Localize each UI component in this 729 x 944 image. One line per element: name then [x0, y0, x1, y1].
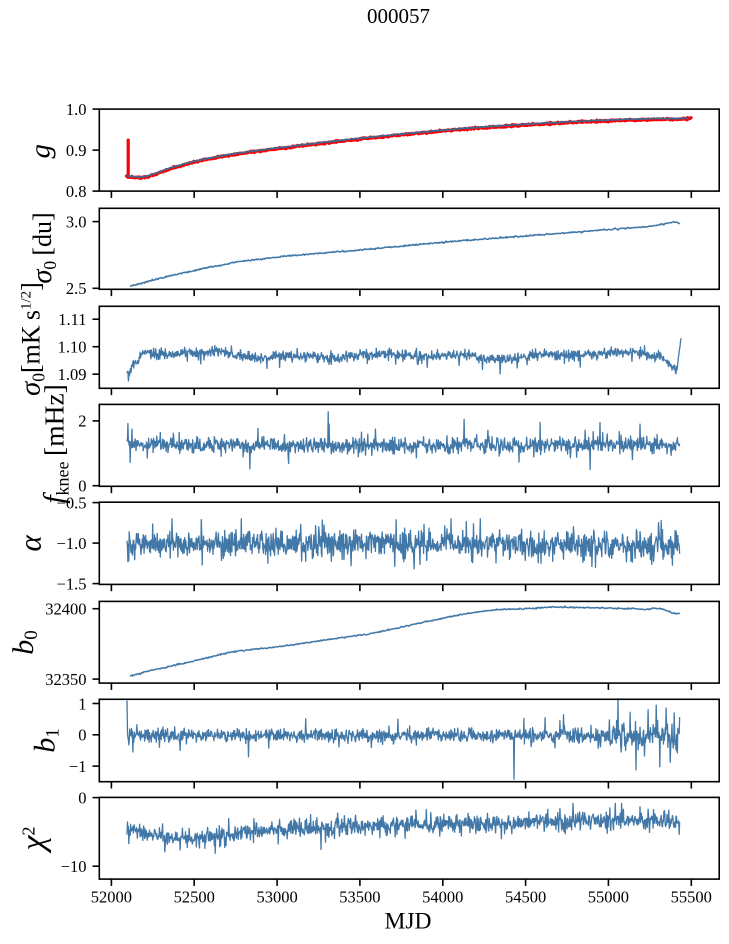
- svg-text:g: g: [25, 144, 57, 159]
- svg-text:χ2: χ2: [15, 827, 52, 854]
- svg-text:32350: 32350: [45, 670, 86, 689]
- svg-text:σ0 [du]: σ0 [du]: [27, 212, 60, 283]
- svg-text:55000: 55000: [588, 888, 629, 907]
- svg-text:b1: b1: [29, 728, 64, 753]
- svg-text:53000: 53000: [256, 888, 297, 907]
- svg-text:53500: 53500: [339, 888, 380, 907]
- svg-text:1: 1: [78, 694, 86, 713]
- svg-text:3.0: 3.0: [66, 212, 87, 231]
- svg-text:b0: b0: [7, 630, 42, 655]
- svg-text:1.11: 1.11: [58, 310, 86, 329]
- svg-text:55500: 55500: [671, 888, 712, 907]
- svg-text:32400: 32400: [45, 600, 86, 619]
- svg-text:σ0[mK s1/2]: σ0[mK s1/2]: [16, 282, 49, 396]
- svg-text:000057: 000057: [367, 4, 430, 28]
- svg-text:−0.5: −0.5: [57, 493, 87, 512]
- svg-text:1.09: 1.09: [58, 365, 87, 384]
- svg-text:−1.0: −1.0: [57, 534, 87, 553]
- svg-text:1.10: 1.10: [58, 338, 87, 357]
- svg-text:α: α: [13, 534, 48, 551]
- svg-text:52500: 52500: [174, 888, 215, 907]
- svg-text:0: 0: [78, 788, 86, 807]
- svg-text:54500: 54500: [505, 888, 546, 907]
- svg-text:2: 2: [78, 412, 86, 431]
- svg-text:1.0: 1.0: [66, 100, 87, 119]
- svg-text:54000: 54000: [422, 888, 463, 907]
- svg-text:2.5: 2.5: [66, 279, 87, 298]
- svg-text:−1: −1: [69, 757, 87, 776]
- svg-text:0: 0: [78, 477, 86, 496]
- svg-text:−10: −10: [61, 857, 87, 876]
- svg-text:0.8: 0.8: [66, 182, 87, 201]
- svg-text:−1.5: −1.5: [57, 574, 87, 593]
- svg-text:0.9: 0.9: [66, 141, 87, 160]
- svg-text:0: 0: [78, 726, 86, 745]
- svg-text:fknee [mHz]: fknee [mHz]: [38, 384, 73, 504]
- svg-text:MJD: MJD: [384, 909, 431, 935]
- svg-text:52000: 52000: [91, 888, 132, 907]
